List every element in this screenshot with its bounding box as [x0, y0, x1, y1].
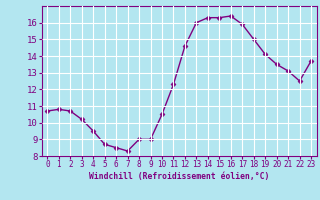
X-axis label: Windchill (Refroidissement éolien,°C): Windchill (Refroidissement éolien,°C) [89, 172, 269, 181]
